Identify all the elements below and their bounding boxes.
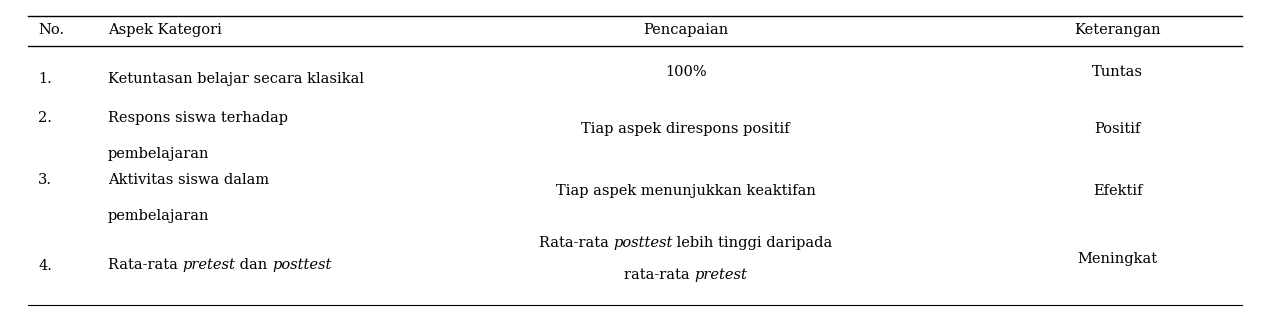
Text: Rata-rata: Rata-rata xyxy=(108,258,183,272)
Text: pretest: pretest xyxy=(695,268,747,282)
Text: posttest: posttest xyxy=(272,258,331,272)
Text: Pencapaian: Pencapaian xyxy=(643,24,729,37)
Text: Aspek Kategori: Aspek Kategori xyxy=(108,24,222,37)
Text: Ketuntasan belajar secara klasikal: Ketuntasan belajar secara klasikal xyxy=(108,72,364,86)
Text: Tiap aspek menunjukkan keaktifan: Tiap aspek menunjukkan keaktifan xyxy=(556,184,815,198)
Text: Positif: Positif xyxy=(1095,122,1140,136)
Text: 2.: 2. xyxy=(38,111,52,125)
Text: Aktivitas siswa dalam: Aktivitas siswa dalam xyxy=(108,173,269,187)
Text: Keterangan: Keterangan xyxy=(1074,24,1161,37)
Text: posttest: posttest xyxy=(613,236,673,250)
Text: Tiap aspek direspons positif: Tiap aspek direspons positif xyxy=(582,122,790,136)
Text: Tuntas: Tuntas xyxy=(1092,65,1143,79)
Text: 100%: 100% xyxy=(665,65,706,79)
Text: 3.: 3. xyxy=(38,173,52,187)
Text: pembelajaran: pembelajaran xyxy=(108,208,210,223)
Text: Rata-rata: Rata-rata xyxy=(538,236,613,250)
Text: pembelajaran: pembelajaran xyxy=(108,148,210,161)
Text: Efektif: Efektif xyxy=(1093,184,1142,198)
Text: rata-rata: rata-rata xyxy=(625,268,695,282)
Text: 1.: 1. xyxy=(38,72,52,86)
Text: Meningkat: Meningkat xyxy=(1077,252,1158,266)
Text: lebih tinggi daripada: lebih tinggi daripada xyxy=(673,236,833,250)
Text: Respons siswa terhadap: Respons siswa terhadap xyxy=(108,111,288,125)
Text: dan: dan xyxy=(235,258,272,272)
Text: pretest: pretest xyxy=(183,258,235,272)
Text: No.: No. xyxy=(38,24,65,37)
Text: 4.: 4. xyxy=(38,259,52,273)
